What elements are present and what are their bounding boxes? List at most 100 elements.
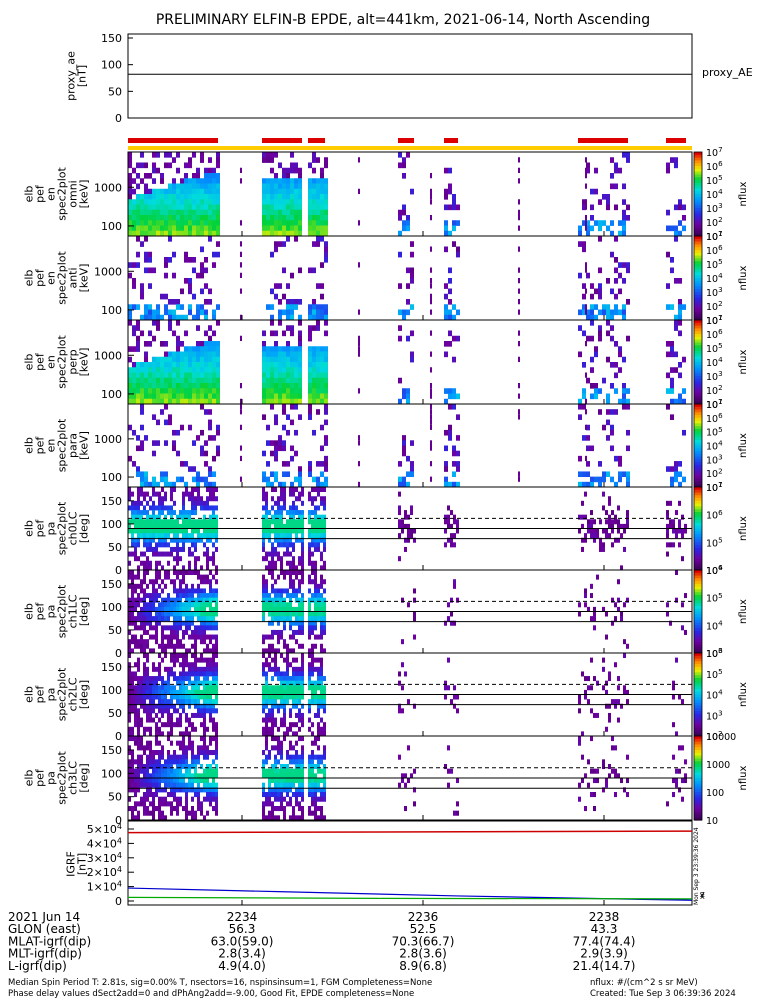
spectrogram-cell — [286, 346, 290, 352]
spectrogram-cell — [274, 476, 278, 483]
spectrogram-cell — [608, 764, 611, 770]
spectrogram-cell — [320, 551, 323, 557]
spectrogram-cell — [200, 262, 204, 268]
spectrogram-cell — [131, 533, 134, 539]
spectrogram-cell — [176, 754, 179, 760]
spectrogram-cell — [398, 476, 402, 483]
spectrogram-cell — [180, 393, 184, 400]
spectrogram-cell — [402, 209, 406, 216]
colorbar-tick: 103 — [706, 453, 723, 467]
spectrogram-cell — [196, 173, 200, 179]
spectrogram-cell — [182, 689, 185, 695]
spectrogram-cell — [212, 648, 215, 654]
spectrogram-cell — [518, 157, 520, 163]
spectrogram-cell — [262, 583, 265, 589]
colorbar-tick: 105 — [706, 341, 723, 355]
spectrogram-cell — [622, 388, 626, 394]
spectrogram-cell — [167, 782, 170, 788]
spectrogram-cell — [164, 597, 167, 603]
spectrogram-cell — [191, 487, 194, 493]
spectrogram-cell — [203, 712, 206, 718]
spectrogram-cell — [301, 685, 304, 691]
spectrogram-cell — [586, 272, 590, 279]
spectrogram-cell — [358, 388, 360, 394]
spectrogram-cell — [188, 377, 192, 384]
spectrogram-cell — [188, 616, 191, 622]
spectrogram-cell — [283, 551, 286, 557]
spectrogram-cell — [161, 676, 164, 682]
spectrogram-cell — [196, 188, 200, 195]
spectrogram-cell — [203, 722, 206, 728]
spectrogram-cell — [265, 796, 268, 802]
spectrogram-cell — [292, 514, 295, 520]
spectrogram-cell — [136, 220, 140, 226]
spectrogram-cell — [168, 320, 172, 326]
spectrogram-cell — [590, 356, 594, 363]
spectrogram-cell — [128, 662, 131, 668]
spectrogram-cell — [128, 639, 131, 645]
spectrogram-cell — [578, 736, 581, 742]
spectrogram-cell — [197, 583, 200, 589]
spectrogram-cell — [314, 602, 317, 608]
spectrogram-cell — [200, 750, 203, 756]
spectrogram-cell — [447, 505, 450, 511]
colorbar-swatch — [694, 322, 702, 327]
spectrogram-cell — [200, 209, 204, 216]
spectrogram-cell — [290, 220, 294, 226]
spectrogram-cell — [200, 341, 204, 347]
energy-ylabel-3-line: perp — [67, 349, 80, 374]
spectrogram-cell — [323, 689, 326, 695]
spectrogram-cell — [277, 726, 280, 732]
spectrogram-cell — [146, 759, 149, 765]
spectrogram-cell — [215, 523, 218, 529]
spectrogram-cell — [308, 542, 311, 548]
colorbar-swatch — [694, 255, 702, 259]
spectrogram-cell — [146, 593, 149, 599]
spectrogram-cell — [286, 173, 290, 179]
spectrogram-cell — [176, 676, 179, 682]
spectrogram-cell — [586, 424, 590, 431]
spectrogram-cell — [674, 320, 678, 326]
spectrogram-cell — [194, 792, 197, 798]
spectrogram-cell — [152, 230, 156, 237]
spectrogram-cell — [666, 523, 669, 529]
spectrogram-cell — [128, 377, 132, 384]
spectrogram-cell — [160, 173, 164, 179]
spectrogram-cell — [146, 703, 149, 709]
spectrogram-cell — [274, 653, 277, 659]
spectrogram-cell — [128, 178, 132, 184]
spectrogram-cell — [320, 309, 324, 316]
spectrogram-cell — [216, 178, 220, 184]
spectrogram-cell — [164, 703, 167, 709]
spectrogram-cell — [160, 293, 164, 300]
colorbar-swatch — [694, 578, 702, 582]
spectrogram-cell — [188, 634, 191, 640]
spectrogram-cell — [137, 487, 140, 493]
spectrogram-cell — [308, 708, 311, 714]
spectrogram-cell — [196, 471, 200, 478]
energy-spectrogram-4 — [128, 404, 686, 488]
spectrogram-cell — [320, 593, 323, 599]
spectrogram-cell — [292, 634, 295, 640]
spectrogram-cell — [197, 593, 200, 599]
spectrogram-cell — [316, 225, 320, 232]
spectrogram-cell — [444, 764, 447, 770]
spectrogram-cell — [626, 335, 630, 342]
spectrogram-cell — [280, 801, 283, 807]
spectrogram-cell — [283, 782, 286, 788]
spectrogram-cell — [452, 393, 456, 400]
spectrogram-cell — [194, 570, 197, 576]
spectrogram-cell — [137, 625, 140, 631]
spectrogram-cell — [620, 565, 623, 571]
spectrogram-cell — [140, 215, 144, 221]
spectrogram-cell — [402, 476, 406, 483]
spectrogram-cell — [271, 773, 274, 779]
spectrogram-cell — [146, 583, 149, 589]
spectrogram-cell — [262, 188, 266, 195]
spectrogram-cell — [444, 293, 448, 300]
spectrogram-cell — [268, 611, 271, 617]
spectrogram-cell — [320, 424, 324, 431]
spectrogram-cell — [274, 528, 277, 534]
spectrogram-cell — [161, 597, 164, 603]
colorbar-label: nflux — [738, 516, 749, 541]
